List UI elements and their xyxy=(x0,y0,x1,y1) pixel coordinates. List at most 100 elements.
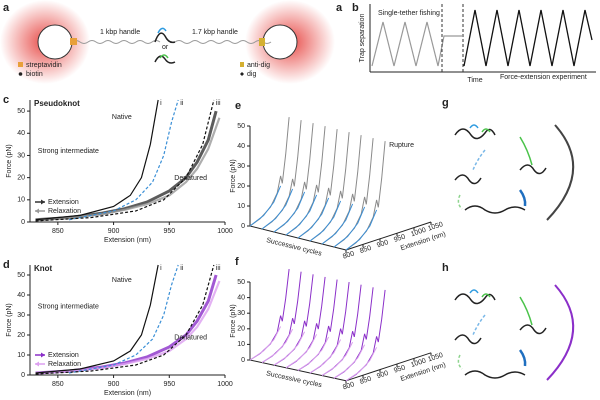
x-tick-label: 1000 xyxy=(410,357,427,369)
y-tick-label: 0 xyxy=(21,372,25,379)
arrow xyxy=(472,314,486,336)
y-tick-label: 50 xyxy=(237,279,245,286)
dna-handle xyxy=(174,40,272,44)
x-tick-label: 900 xyxy=(376,239,389,249)
curve-label: ii xyxy=(180,100,184,107)
legend-swatch xyxy=(240,72,244,76)
arrow xyxy=(546,124,575,221)
legend-label: Relaxation xyxy=(48,208,81,215)
panel-letter: f xyxy=(235,256,239,268)
arrow xyxy=(518,349,527,367)
molecule xyxy=(469,124,479,129)
x-tick-label: 1000 xyxy=(217,381,233,388)
y-tick-label: 20 xyxy=(17,174,25,181)
y-tick-label: 10 xyxy=(17,352,25,359)
curve-label: i xyxy=(160,100,162,107)
molecule xyxy=(454,174,482,185)
molecule xyxy=(481,128,491,133)
x-tick-label: 850 xyxy=(359,376,372,386)
legend-label: dig xyxy=(247,71,256,78)
y-tick-label: 30 xyxy=(17,312,25,319)
y-tick-label: 0 xyxy=(241,357,245,364)
anti-dig xyxy=(259,38,265,46)
y-tick-label: 30 xyxy=(17,152,25,159)
force-trace xyxy=(297,197,330,239)
axis xyxy=(345,221,432,251)
molecule xyxy=(519,324,547,335)
bead xyxy=(37,24,73,60)
z-label: Successive cycles xyxy=(266,237,323,258)
arrow xyxy=(457,194,463,210)
molecule xyxy=(519,164,547,175)
curve-label: iii xyxy=(216,100,221,107)
legend-label: Extension xyxy=(48,352,79,359)
force-trace xyxy=(261,188,294,230)
x-label: Time xyxy=(467,77,482,84)
chart-title: Pseudoknot xyxy=(34,99,80,108)
panel-h: h xyxy=(442,262,575,381)
legend-swatch xyxy=(240,62,244,67)
force-trace xyxy=(309,200,342,242)
wlc-curve xyxy=(68,99,179,221)
annotation: Strong intermediate xyxy=(38,148,99,155)
annotation: Denatured xyxy=(174,334,207,341)
x-tick-label: 850 xyxy=(52,381,64,388)
wlc-curve xyxy=(35,99,159,221)
or-label: or xyxy=(162,44,169,51)
panel-b: b Single-tether fishing Force-extension … xyxy=(352,2,596,84)
annotation: Strong intermediate xyxy=(38,304,99,311)
force-trace xyxy=(333,344,366,379)
y-tick-label: 50 xyxy=(237,123,245,130)
panel-letter: c xyxy=(3,94,9,106)
annotation: Denatured xyxy=(174,175,207,182)
trap-trace xyxy=(371,21,462,67)
panel-letter: e xyxy=(235,100,241,112)
force-trace xyxy=(261,328,294,364)
molecule xyxy=(481,293,491,298)
curve-label: i xyxy=(160,265,162,272)
molecule xyxy=(454,128,496,140)
legend-label: biotin xyxy=(26,71,43,78)
force-trace xyxy=(321,341,354,377)
x-tick-label: 1000 xyxy=(217,228,233,235)
y-tick-label: 10 xyxy=(237,203,245,210)
panel-letter: b xyxy=(352,2,359,14)
wlc-curve xyxy=(35,264,159,374)
force-trace xyxy=(333,206,366,248)
legend-label: anti-dig xyxy=(247,62,270,69)
y-label: Force (pN) xyxy=(230,304,237,337)
rna xyxy=(154,32,176,44)
y-tick-label: 20 xyxy=(237,326,245,333)
force-trace xyxy=(249,326,282,361)
y-label: Trap separation xyxy=(359,14,366,63)
y-tick-label: 40 xyxy=(237,294,245,301)
x-tick-label: 850 xyxy=(359,245,372,255)
x-tick-label: 900 xyxy=(108,228,120,235)
handle-label: 1 kbp handle xyxy=(100,29,140,36)
legend-swatch xyxy=(18,72,23,76)
x-tick-label: 950 xyxy=(393,364,406,374)
y-label: Force (pN) xyxy=(230,159,237,192)
rna xyxy=(154,55,176,64)
y-tick-label: 50 xyxy=(17,272,25,279)
force-trace xyxy=(273,331,306,366)
panel-letter: g xyxy=(442,97,449,109)
y-label: Force (pN) xyxy=(6,144,13,177)
wlc-curve xyxy=(68,264,179,374)
force-trace xyxy=(249,269,290,361)
force-trace xyxy=(345,209,378,251)
phase-label: Single-tether fishing xyxy=(378,10,440,17)
dna-handle xyxy=(71,40,161,44)
x-label: Extension (nm) xyxy=(104,237,151,244)
y-tick-label: 40 xyxy=(17,130,25,137)
x-label: Extension (nm) xyxy=(104,390,151,397)
handle-label: 1.7 kbp handle xyxy=(192,29,238,36)
molecule xyxy=(454,334,482,345)
legend-label: Relaxation xyxy=(48,361,81,368)
x-tick-label: 1000 xyxy=(410,227,427,239)
y-tick-label: 20 xyxy=(237,183,245,190)
arrow xyxy=(457,354,463,370)
x-tick-label: 900 xyxy=(108,381,120,388)
legend-arrow xyxy=(35,361,39,367)
